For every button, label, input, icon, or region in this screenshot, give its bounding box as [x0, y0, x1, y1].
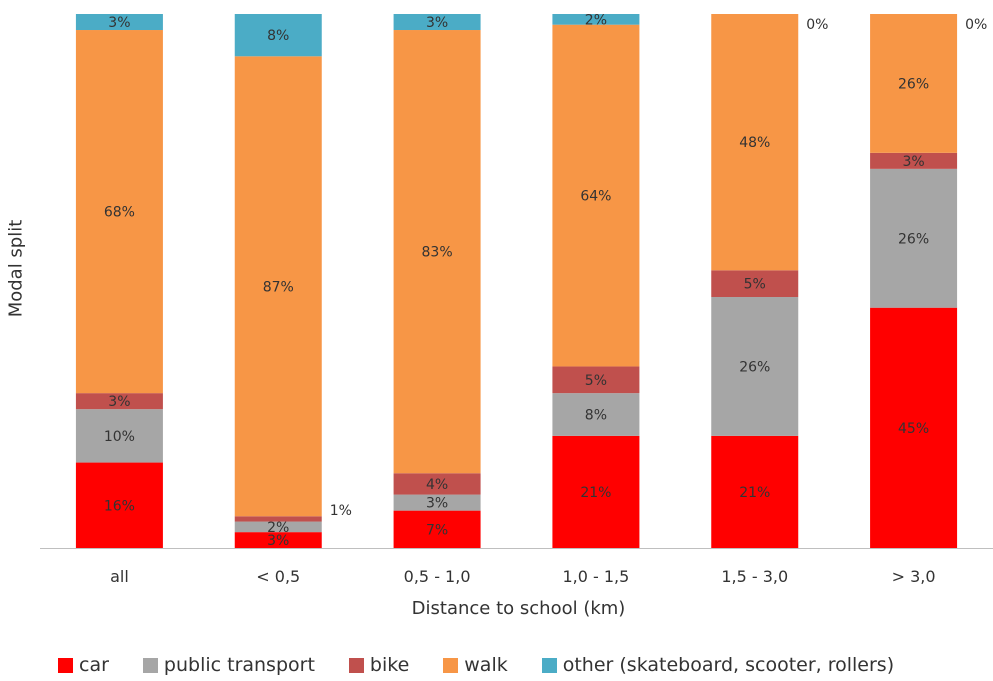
y-axis-title: Modal split [5, 219, 27, 318]
data-label: 64% [580, 189, 611, 205]
legend-swatch [142, 657, 158, 673]
data-label: 5% [585, 373, 607, 389]
data-label: 26% [898, 76, 929, 92]
x-tick-label: 0,5 - 1,0 [404, 567, 471, 586]
legend-swatch [348, 657, 364, 673]
bar-public-transport-2 [393, 494, 481, 511]
legend-item-public-transport: public transport [142, 654, 315, 676]
bar-car-0 [75, 462, 163, 548]
bar-bike-4 [711, 270, 799, 298]
data-label: 1% [330, 503, 352, 519]
data-label: 45% [898, 421, 929, 437]
bar-bike-3 [552, 366, 640, 394]
data-label: 10% [104, 429, 135, 445]
data-label: 87% [263, 279, 294, 295]
bar-car-1 [234, 532, 322, 548]
bar-public-transport-5 [870, 168, 958, 308]
data-label: 4% [426, 477, 448, 493]
data-label: 8% [585, 408, 607, 424]
legend-swatch [443, 657, 459, 673]
bar-walk-2 [393, 30, 481, 474]
data-label: 7% [426, 522, 448, 538]
data-label: 3% [902, 154, 924, 170]
bar-other-skateboard-scooter-rollers-2 [393, 14, 481, 31]
bar-bike-1 [234, 516, 322, 522]
data-label: 48% [739, 135, 770, 151]
bar-public-transport-1 [234, 521, 322, 533]
data-label: 16% [104, 498, 135, 514]
x-tick-label: < 0,5 [256, 567, 300, 586]
data-label: 26% [898, 231, 929, 247]
legend-swatch [58, 657, 73, 673]
bar-walk-1 [234, 56, 322, 517]
bar-bike-2 [393, 473, 481, 495]
legend-item-car: car [58, 654, 109, 676]
legend-label: walk [464, 654, 508, 676]
data-label: 0% [965, 17, 987, 33]
data-label: 3% [426, 15, 448, 31]
bar-bike-5 [870, 152, 958, 169]
bar-other-skateboard-scooter-rollers-1 [234, 14, 322, 57]
bar-walk-5 [870, 14, 958, 153]
bar-other-skateboard-scooter-rollers-3 [552, 14, 640, 25]
bar-walk-4 [711, 14, 799, 271]
legend-item-bike: bike [348, 654, 410, 676]
bar-public-transport-3 [552, 393, 640, 436]
data-label: 0% [806, 17, 828, 33]
data-label: 3% [108, 394, 130, 410]
data-label: 2% [585, 12, 607, 28]
legend-label: other (skateboard, scooter, rollers) [562, 654, 895, 676]
bar-bike-0 [75, 393, 163, 410]
data-label: 21% [739, 485, 770, 501]
x-tick-label: 1,5 - 3,0 [721, 567, 788, 586]
data-label: 3% [108, 15, 130, 31]
data-label: 3% [267, 533, 289, 549]
bar-car-3 [552, 435, 640, 548]
bar-public-transport-0 [75, 409, 163, 463]
data-label: 83% [422, 245, 453, 261]
bar-car-2 [393, 510, 481, 548]
data-label: 3% [426, 496, 448, 512]
legend-item-other-skateboard-scooter-rollers: other (skateboard, scooter, rollers) [541, 654, 895, 676]
legend-label: public transport [163, 654, 315, 676]
legend-item-walk: walk [443, 654, 508, 676]
bar-walk-3 [552, 24, 640, 367]
x-axis-title: Distance to school (km) [411, 598, 626, 619]
bar-other-skateboard-scooter-rollers-0 [75, 14, 163, 31]
legend-label: bike [369, 654, 410, 676]
bar-public-transport-4 [711, 297, 799, 436]
bar-car-5 [870, 307, 958, 548]
data-label: 5% [744, 277, 766, 293]
data-label: 26% [739, 359, 770, 375]
data-label: 68% [104, 205, 135, 221]
x-tick-label: 1,0 - 1,5 [562, 567, 629, 586]
legend-label: car [79, 654, 109, 676]
data-label: 8% [267, 28, 289, 44]
bar-walk-0 [75, 30, 163, 394]
x-tick-label: > 3,0 [892, 567, 936, 586]
legend: car public transport bike walk other (skateb… [58, 654, 894, 676]
data-label: 2% [267, 520, 289, 536]
data-label: 21% [580, 485, 611, 501]
x-tick-label: all [110, 567, 129, 586]
bar-car-4 [711, 435, 799, 548]
legend-swatch [541, 657, 557, 673]
